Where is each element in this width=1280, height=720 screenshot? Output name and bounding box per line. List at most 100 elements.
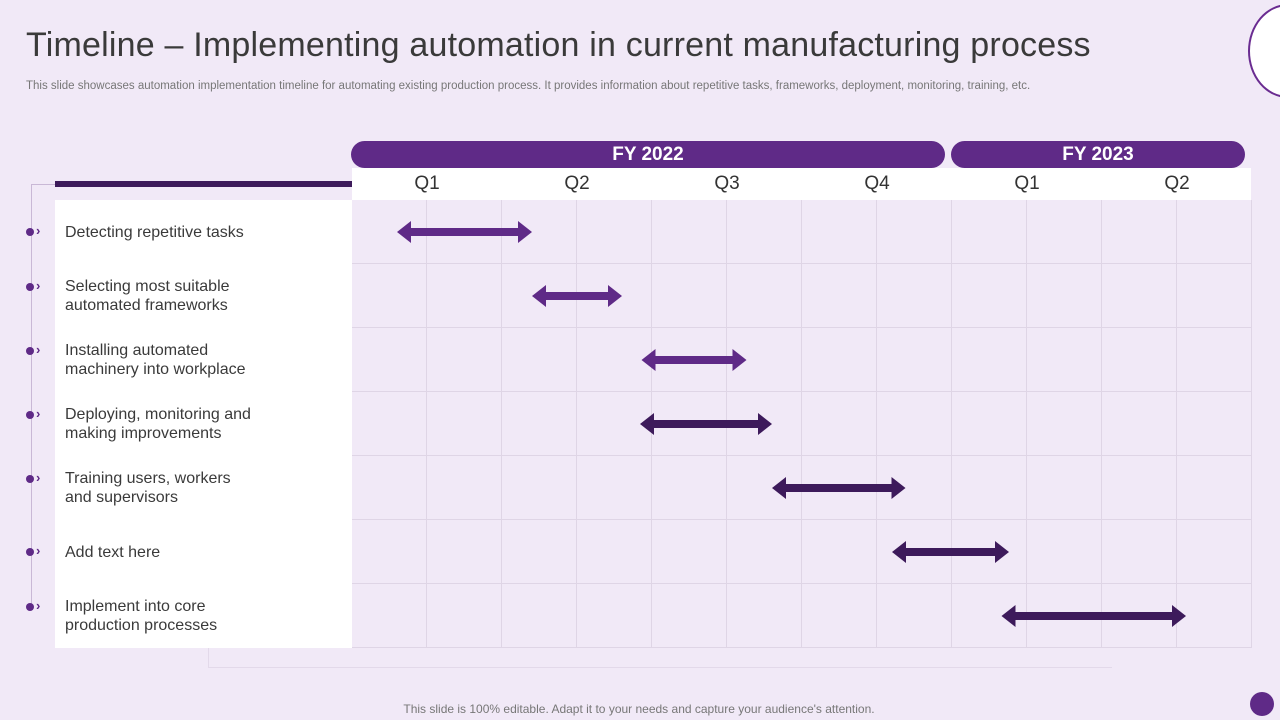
task-connector-top [31,184,55,185]
task-label: Training users, workers and supervisors [65,469,345,507]
chevron-right-icon: › [36,277,41,293]
grid-cell [577,456,652,520]
grid-cell [1177,328,1252,392]
task-label-line: production processes [65,617,218,634]
grid-cell [352,520,427,584]
grid-cell [427,392,502,456]
grid-cell [1177,520,1252,584]
grid-cell [802,200,877,264]
chevron-right-icon: › [36,469,41,485]
page-subtitle: This slide showcases automation implemen… [26,80,1031,92]
grid-cell [352,200,427,264]
grid-cell [1177,200,1252,264]
task-label-line: Implement into core [65,598,206,615]
page-title: Timeline – Implementing automation in cu… [26,26,1091,64]
grid-cell [502,264,577,328]
grid-cell [502,328,577,392]
grid-cell [577,584,652,648]
grid-cell [1177,264,1252,328]
grid-cell [1102,456,1177,520]
grid-cell [1102,520,1177,584]
bullet-dot-icon [26,346,34,355]
grid-cell [727,456,802,520]
grid-cell [952,520,1027,584]
task-label-line: Training users, workers [65,470,231,487]
bullet-dot-icon [26,548,34,556]
grid-cell [652,584,727,648]
grid-cell [877,456,952,520]
grid-cell [1027,520,1102,584]
task-connector-line [31,184,32,605]
grid-cell [802,584,877,648]
grid-cell [652,328,727,392]
grid-cell [352,264,427,328]
quarter-label: Q1 [414,173,440,194]
grid-cell [877,200,952,264]
quarter-label: Q4 [864,173,890,194]
grid-cell [952,584,1027,648]
task-label: Add text here [65,543,345,562]
footer-note: This slide is 100% editable. Adapt it to… [0,702,1280,716]
grid-cell [727,264,802,328]
task-list-panel [55,200,352,648]
grid-cell [427,328,502,392]
grid-cell [502,200,577,264]
grid-cell [952,200,1027,264]
grid-cell [427,264,502,328]
grid-cell [1027,584,1102,648]
grid-cell [1027,456,1102,520]
grid-cell [727,520,802,584]
grid-cell [727,328,802,392]
grid-cell [427,456,502,520]
grid-cell [352,328,427,392]
task-label: Implement into core production processes [65,597,345,635]
fiscal-year-bar: FY 2023 [951,141,1245,168]
grid-cell [577,520,652,584]
grid-cell [1027,264,1102,328]
grid-cell [652,456,727,520]
bullet-dot-icon [26,228,34,236]
grid-shadow-frame [208,648,1112,668]
chevron-right-icon: › [36,341,41,357]
task-label: Installing automated machinery into workp… [65,341,345,379]
task-label-line: making improvements [65,425,222,442]
grid-cell [502,392,577,456]
quarter-header-row: Q1 Q2 Q3 Q4 Q1 Q2 [352,168,1251,200]
grid-cell [802,520,877,584]
chevron-right-icon: › [36,223,41,238]
grid-cell [1102,584,1177,648]
grid-cell [652,200,727,264]
grid-cell [1102,328,1177,392]
grid-cell [1102,200,1177,264]
grid-cell [952,456,1027,520]
grid-cell [1027,328,1102,392]
task-label: Selecting most suitable automated framewo… [65,277,345,315]
grid-cell [952,328,1027,392]
footer-text: This slide is 100% editable. Adapt it to… [403,702,875,716]
grid-cell [352,456,427,520]
bullet-dot-icon [26,474,34,483]
grid-cell [952,264,1027,328]
grid-cell [802,264,877,328]
task-label-line: Detecting repetitive tasks [65,223,244,241]
task-bullet-icon: › [26,341,48,357]
decorative-corner-dot [1250,692,1274,716]
grid-cell [877,520,952,584]
grid-cell [577,328,652,392]
task-bullet-icon: › [26,469,48,485]
grid-cell [502,520,577,584]
task-label-line: Installing automated [65,342,209,359]
task-bullet-icon: › [26,598,48,613]
grid-cell [802,392,877,456]
grid-cell [1027,200,1102,264]
bullet-dot-icon [26,410,34,419]
task-bullet-icon: › [26,277,48,293]
bullet-dot-icon [26,602,34,611]
bullet-dot-icon [26,282,34,291]
grid-cell [577,392,652,456]
grid-cell [727,200,802,264]
quarter-label: Q2 [1164,173,1190,194]
grid-cell [1177,584,1252,648]
grid-cell [1102,392,1177,456]
task-label-line: and supervisors [65,489,178,506]
